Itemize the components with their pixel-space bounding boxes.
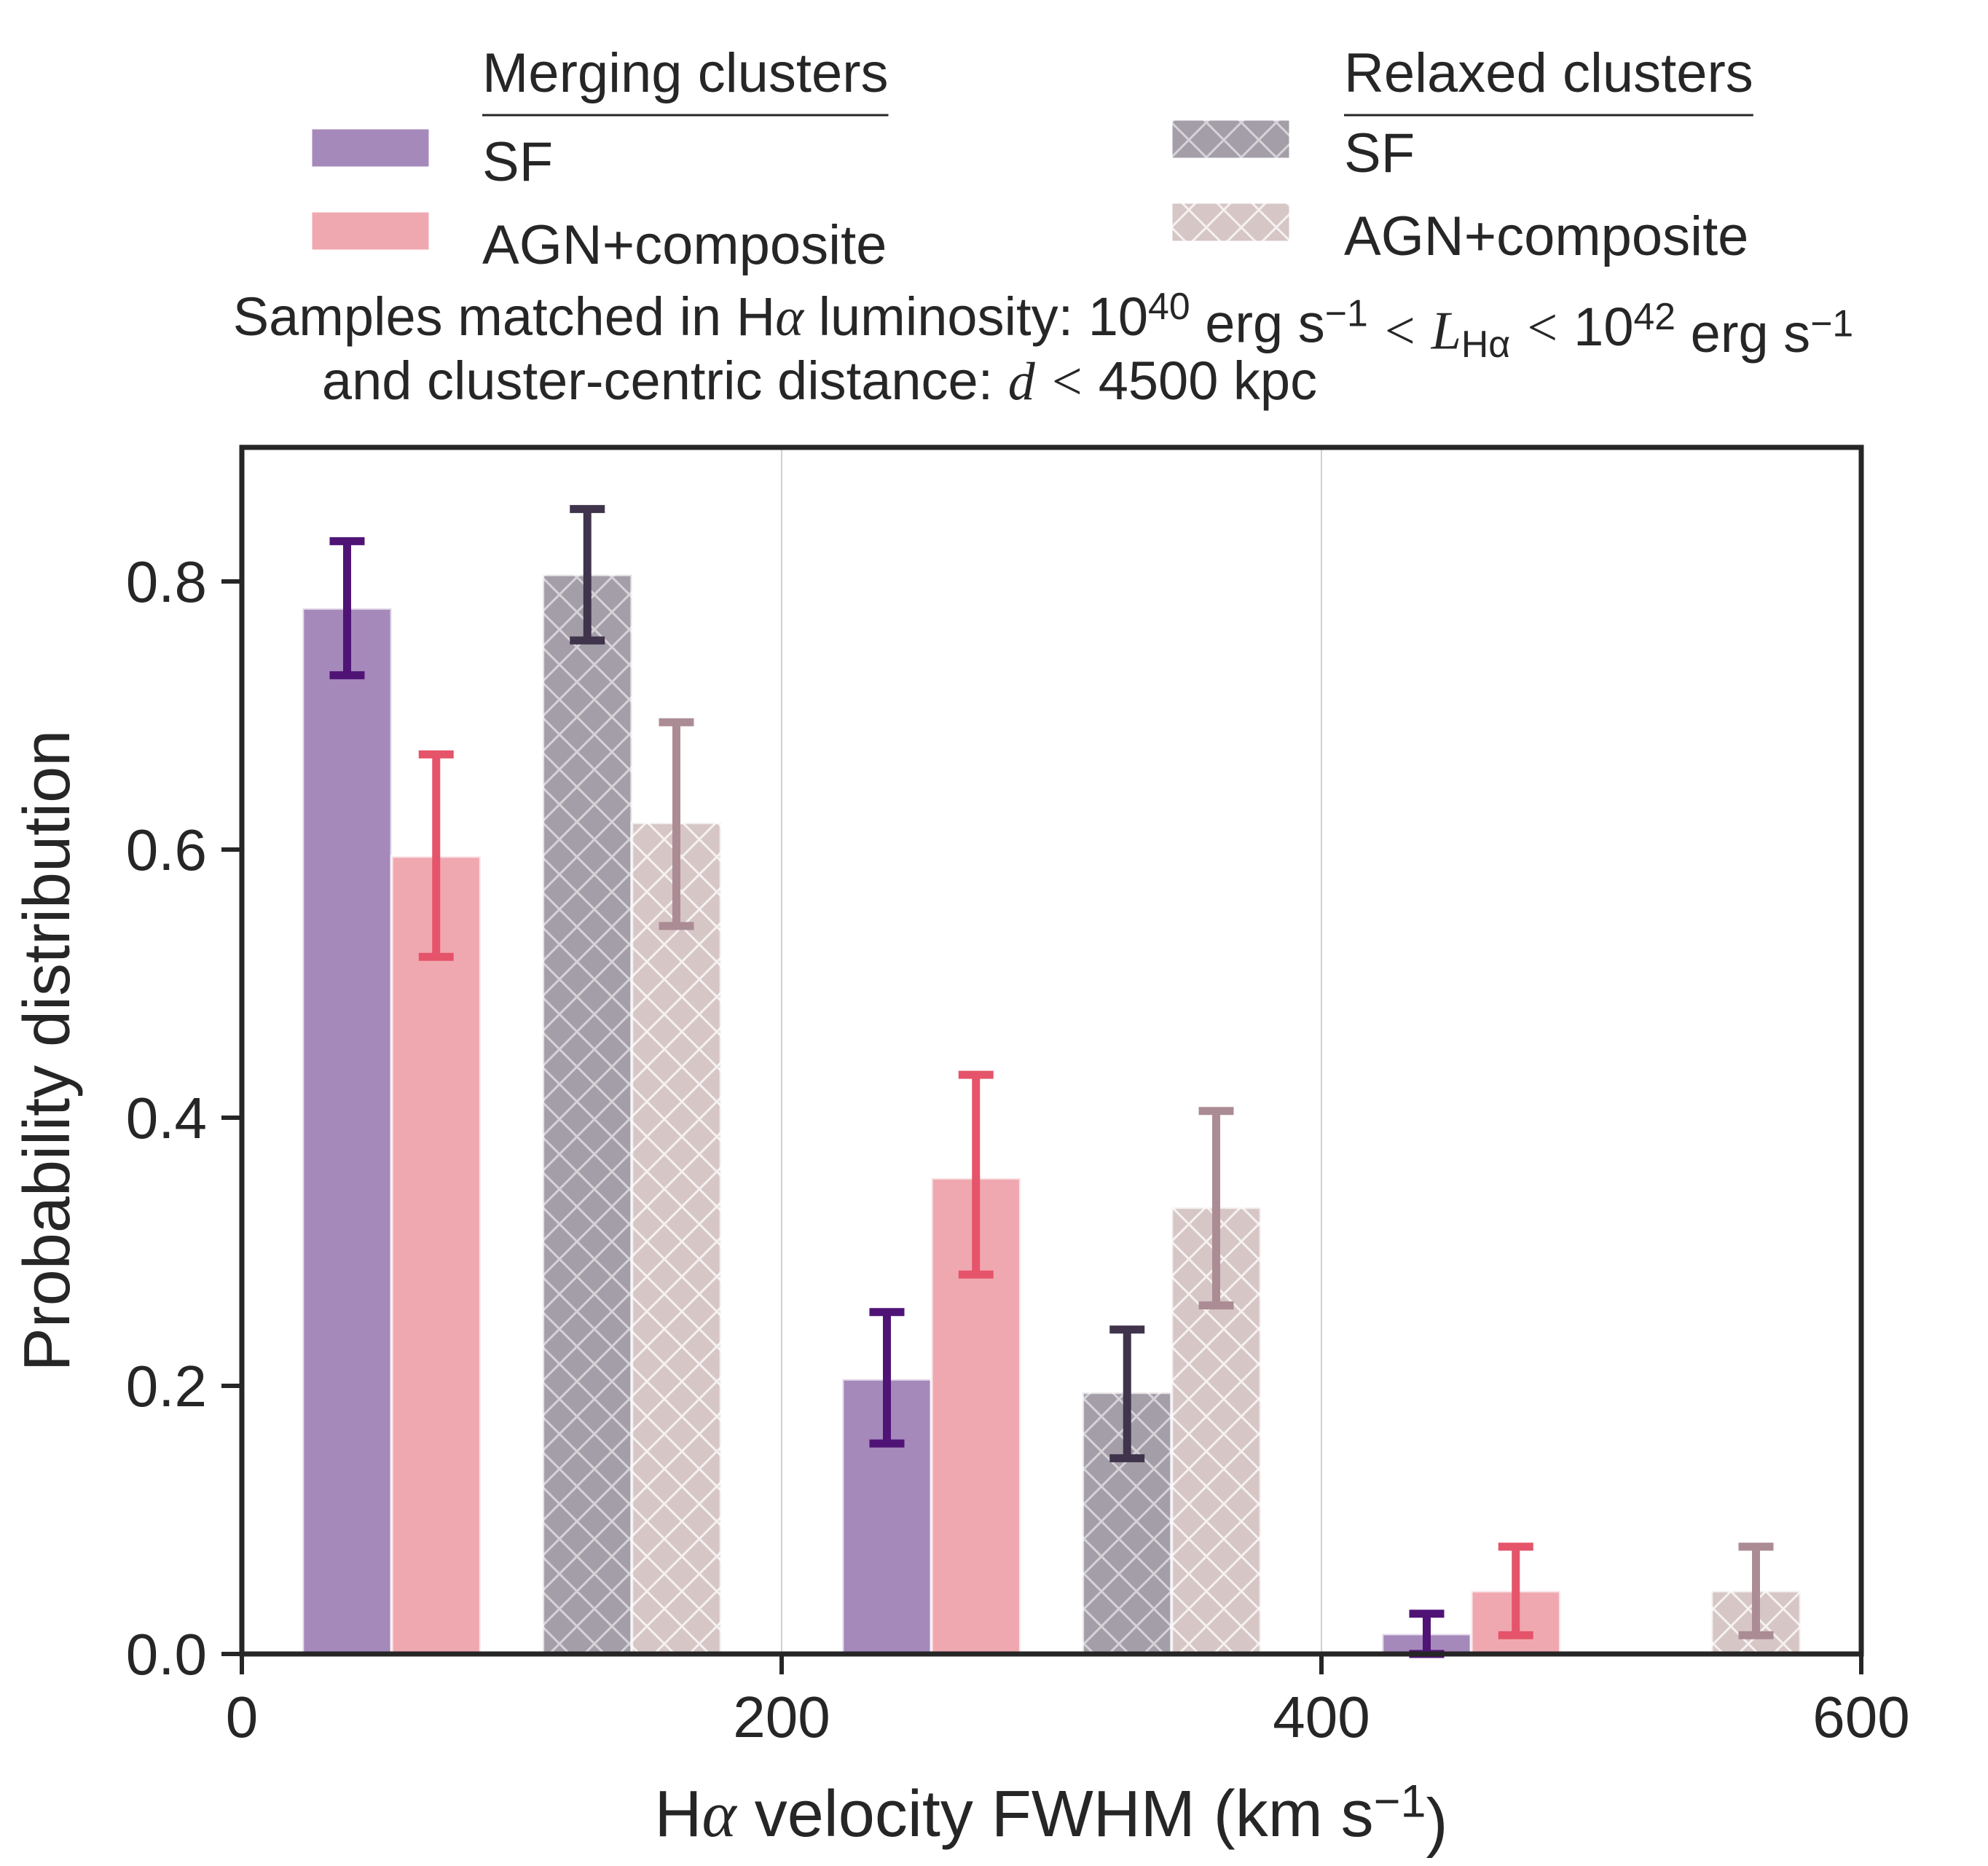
bar xyxy=(301,606,393,1655)
legend-swatch-hatch xyxy=(1171,203,1290,242)
error-bar xyxy=(329,537,365,680)
error-bar xyxy=(1498,1542,1533,1639)
title-line-1: Samples matched in Hα luminosity: 1040 e… xyxy=(233,285,1854,365)
legend-label: SF xyxy=(482,131,553,193)
x-tick-label: 0 xyxy=(226,1685,259,1749)
plot-frame xyxy=(239,444,1864,1657)
legend-group-title: Merging clusters xyxy=(482,42,889,104)
y-tick-label: 0.2 xyxy=(126,1354,207,1419)
error-bars xyxy=(329,505,1774,1658)
x-tick-label: 200 xyxy=(733,1685,830,1749)
bar xyxy=(390,855,482,1655)
y-tick-label: 0.8 xyxy=(126,549,207,614)
y-tick-label: 0.0 xyxy=(126,1622,207,1687)
y-tick-label: 0.6 xyxy=(126,818,207,882)
legend-swatch xyxy=(310,127,431,169)
bars xyxy=(301,573,1802,1656)
legend: Merging clusters SF AGN+composite Relaxed c… xyxy=(310,42,1753,276)
legend-swatch xyxy=(310,210,431,252)
y-axis-label: Probability distribution xyxy=(11,730,84,1371)
error-bar xyxy=(958,1070,994,1279)
legend-label: SF xyxy=(1344,122,1415,184)
error-bar xyxy=(869,1308,905,1448)
error-bar xyxy=(659,718,694,930)
axes: 0 200 400 600 0.0 0.2 0.4 0.6 0.8 Hα velocity FWH… xyxy=(11,444,1910,1859)
error-bar xyxy=(1198,1107,1234,1310)
chart-title: Samples matched in Hα luminosity: 1040 e… xyxy=(233,285,1854,412)
error-bar xyxy=(1738,1542,1774,1639)
error-bar xyxy=(570,505,605,645)
gridlines xyxy=(781,447,1322,1654)
legend-swatch-hatch xyxy=(1171,119,1290,159)
title-line-2: and cluster-centric distance: d < 4500 k… xyxy=(322,350,1317,412)
legend-group-title: Relaxed clusters xyxy=(1344,42,1753,104)
bar-hatch xyxy=(543,574,632,1654)
x-tick-label: 600 xyxy=(1812,1685,1909,1749)
error-bar xyxy=(418,750,454,961)
bar-hatch xyxy=(632,823,721,1654)
x-axis-label: Hα velocity FWHM (km s−1) xyxy=(654,1776,1447,1859)
legend-label: AGN+composite xyxy=(482,214,887,276)
error-bar xyxy=(1109,1325,1145,1462)
y-tick-label: 0.4 xyxy=(126,1086,207,1150)
x-tick-label: 400 xyxy=(1273,1685,1370,1749)
legend-label: AGN+composite xyxy=(1344,205,1748,267)
